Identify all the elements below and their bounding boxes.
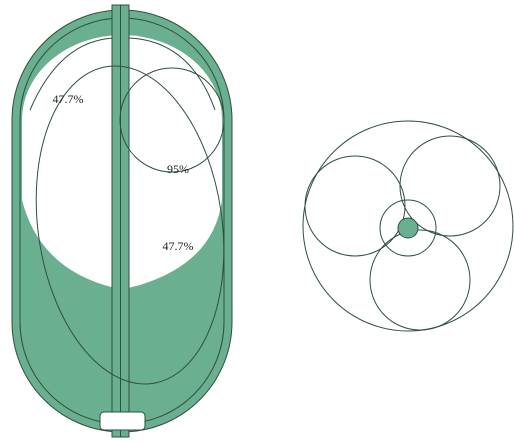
small-orbit xyxy=(119,67,225,173)
label: 95% xyxy=(167,162,189,176)
loop xyxy=(369,229,471,331)
loop xyxy=(399,135,501,237)
top-rib xyxy=(29,37,216,111)
inner-circle xyxy=(379,199,437,257)
loop xyxy=(304,155,406,257)
label: 47.7% xyxy=(53,92,84,106)
label: 47.7% xyxy=(163,239,194,253)
outer-circle xyxy=(302,120,514,332)
hub xyxy=(397,217,419,239)
bottom-port xyxy=(99,411,146,431)
rosette xyxy=(302,120,514,332)
large-orbit xyxy=(35,65,225,385)
tank: 47.7% 95% 47.7% xyxy=(11,4,233,438)
